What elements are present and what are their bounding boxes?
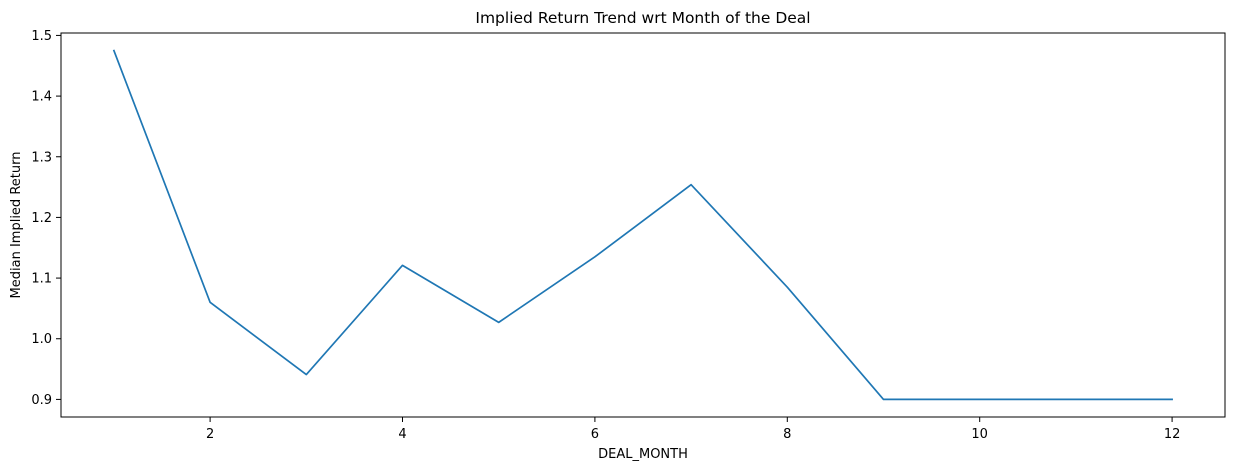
y-tick-label: 1.1 <box>31 272 52 287</box>
plot-frame <box>60 32 1226 418</box>
y-tick-label: 1.2 <box>31 211 52 226</box>
x-tick-label: 10 <box>971 427 988 442</box>
series-line <box>112 49 1173 401</box>
x-tick-label: 8 <box>783 427 791 442</box>
x-tick-label: 12 <box>1164 427 1181 442</box>
y-axis: 0.9 1.0 1.1 1.2 1.3 1.4 1.5 <box>31 29 61 408</box>
x-tick-label: 6 <box>591 427 599 442</box>
chart-title: Implied Return Trend wrt Month of the De… <box>475 9 810 27</box>
y-tick-label: 1.4 <box>31 90 52 105</box>
x-tick-label: 4 <box>398 427 406 442</box>
y-axis-title: Median Implied Return <box>9 152 24 299</box>
plot-area <box>60 32 1226 418</box>
series-group <box>112 49 1173 401</box>
y-tick-label: 1.3 <box>31 150 52 165</box>
x-axis: 2 4 6 8 10 12 <box>206 417 1180 442</box>
x-tick-label: 2 <box>206 427 214 442</box>
x-axis-title: DEAL_MONTH <box>598 447 688 462</box>
y-tick-label: 1.5 <box>31 29 52 44</box>
y-tick-label: 1.0 <box>31 332 52 347</box>
y-tick-label: 0.9 <box>31 393 52 408</box>
